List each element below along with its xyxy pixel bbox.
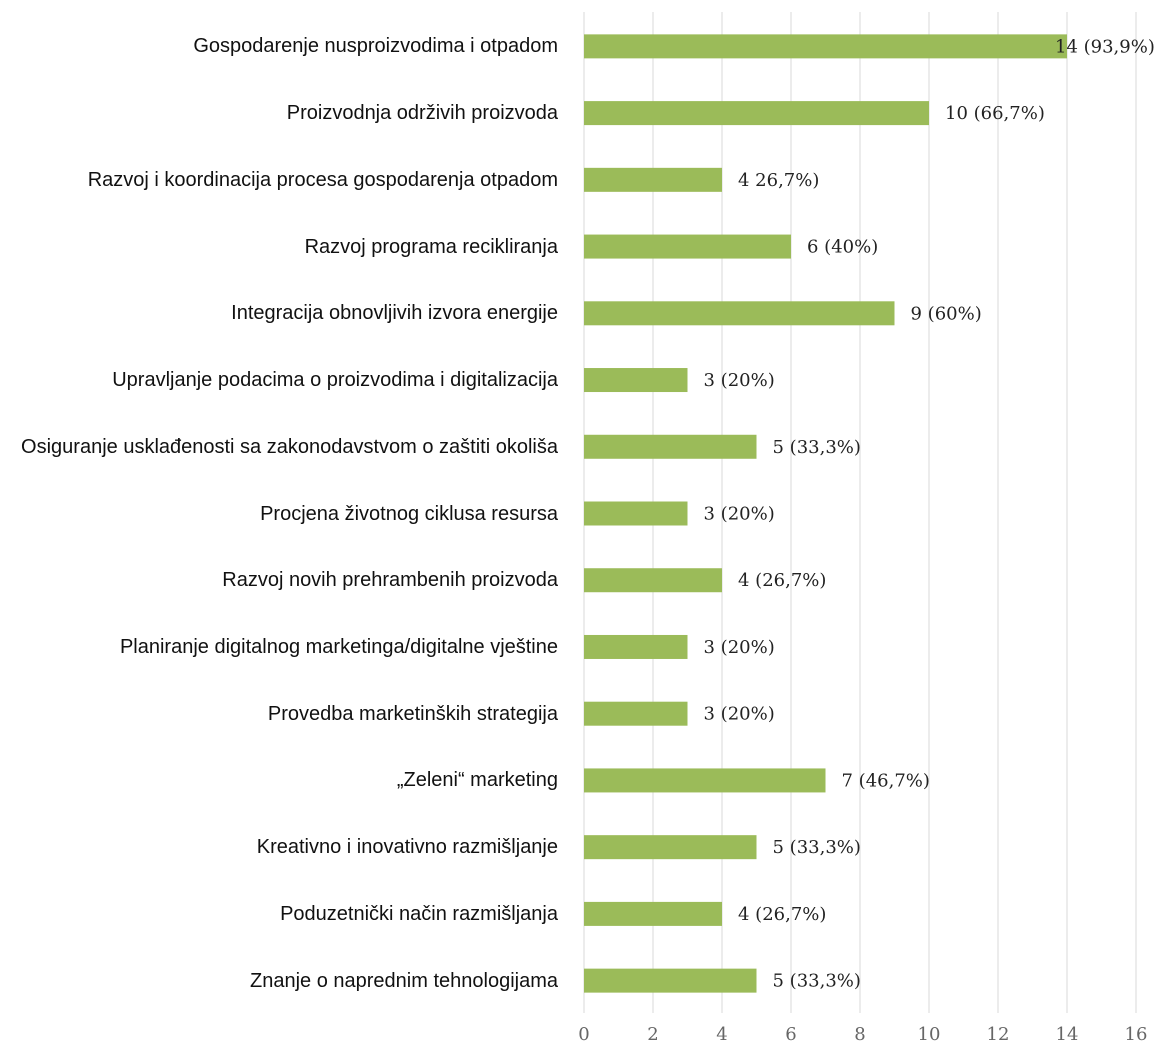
bar	[584, 501, 688, 526]
bar	[584, 167, 722, 192]
value-label: 5 (33,3%)	[773, 971, 861, 992]
category-label-row: Integracija obnovljivih izvora energije	[0, 298, 558, 328]
category-label-row: Znanje o naprednim tehnologijama	[0, 966, 558, 996]
value-label: 3 (20%)	[704, 370, 775, 391]
value-label: 3 (20%)	[704, 637, 775, 658]
category-label-row: „Zeleni“ marketing	[0, 765, 558, 795]
value-label: 3 (20%)	[704, 504, 775, 525]
category-label-row: Razvoj i koordinacija procesa gospodaren…	[0, 165, 558, 195]
y-tick-label: Integracija obnovljivih izvora energije	[231, 302, 558, 325]
value-label: 5 (33,3%)	[773, 437, 861, 458]
bar	[584, 901, 722, 926]
bar	[584, 634, 688, 659]
y-tick-label: Kreativno i inovativno razmišljanje	[256, 836, 558, 859]
bar	[584, 34, 1067, 59]
y-tick-label: Razvoj i koordinacija procesa gospodaren…	[87, 168, 558, 191]
y-tick-label: Planiranje digitalnog marketinga/digital…	[119, 635, 558, 658]
y-tick-label: Osiguranje usklađenosti sa zakonodavstvo…	[21, 435, 558, 458]
bar	[584, 835, 757, 860]
y-tick-label: Upravljanje podacima o proizvodima i dig…	[112, 369, 558, 392]
value-label: 3 (20%)	[704, 704, 775, 725]
value-label: 9 (60%)	[911, 303, 982, 324]
value-label: 6 (40%)	[807, 237, 878, 258]
y-tick-label: Procjena životnog ciklusa resursa	[260, 502, 558, 525]
category-label-row: Upravljanje podacima o proizvodima i dig…	[0, 365, 558, 395]
category-label-row: Procjena životnog ciklusa resursa	[0, 499, 558, 529]
category-label-row: Kreativno i inovativno razmišljanje	[0, 832, 558, 862]
value-label: 10 (66,7%)	[945, 103, 1045, 124]
bar	[584, 301, 895, 326]
y-tick-label: Provedba marketinških strategija	[267, 702, 558, 725]
x-tick-label: 14	[1056, 1024, 1079, 1045]
x-tick-label: 16	[1125, 1024, 1148, 1045]
x-tick-label: 12	[987, 1024, 1010, 1045]
bar	[584, 234, 791, 259]
category-label-row: Osiguranje usklađenosti sa zakonodavstvo…	[0, 432, 558, 462]
x-tick-label: 10	[918, 1024, 941, 1045]
bar	[584, 434, 757, 459]
bar	[584, 101, 929, 126]
bar	[584, 701, 688, 726]
value-label: 4 26,7%)	[738, 170, 819, 191]
value-label: 4 (26,7%)	[738, 904, 826, 925]
bar	[584, 768, 826, 793]
value-label: 5 (33,3%)	[773, 837, 861, 858]
y-tick-label: Znanje o naprednim tehnologijama	[250, 969, 558, 992]
y-tick-label: Razvoj programa recikliranja	[304, 235, 558, 258]
x-tick-label: 6	[785, 1024, 796, 1045]
category-label-row: Proizvodnja održivih proizvoda	[0, 98, 558, 128]
category-label-row: Gospodarenje nusproizvodima i otpadom	[0, 31, 558, 61]
value-label: 4 (26,7%)	[738, 570, 826, 591]
x-tick-label: 4	[716, 1024, 727, 1045]
y-tick-label: Gospodarenje nusproizvodima i otpadom	[193, 35, 558, 58]
y-tick-label: Poduzetnički način razmišljanja	[280, 902, 558, 925]
bar	[584, 568, 722, 593]
y-tick-label: Proizvodnja održivih proizvoda	[286, 102, 558, 125]
category-label-row: Provedba marketinških strategija	[0, 699, 558, 729]
x-tick-label: 0	[578, 1024, 589, 1045]
bar	[584, 368, 688, 393]
bar	[584, 968, 757, 993]
category-label-row: Razvoj programa recikliranja	[0, 232, 558, 262]
y-tick-label: „Zeleni“ marketing	[396, 769, 558, 792]
value-label: 7 (46,7%)	[842, 770, 930, 791]
category-label-row: Razvoj novih prehrambenih proizvoda	[0, 565, 558, 595]
y-tick-label: Razvoj novih prehrambenih proizvoda	[222, 569, 558, 592]
x-tick-label: 2	[647, 1024, 658, 1045]
x-tick-label: 8	[854, 1024, 865, 1045]
category-label-row: Planiranje digitalnog marketinga/digital…	[0, 632, 558, 662]
category-label-row: Poduzetnički način razmišljanja	[0, 899, 558, 929]
value-label: 14 (93,9%)	[1055, 36, 1155, 57]
